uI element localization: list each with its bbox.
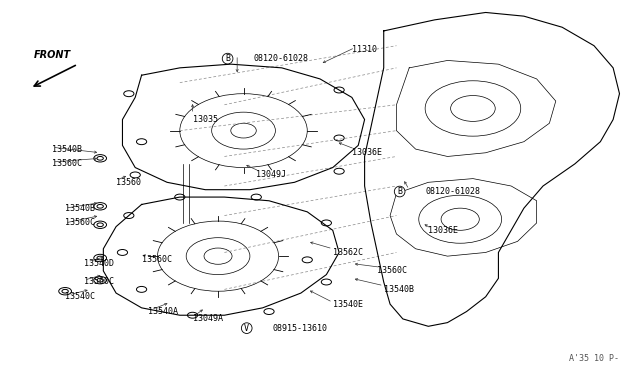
Text: 13035: 13035: [193, 115, 218, 124]
Text: 13540A: 13540A: [148, 307, 178, 316]
Text: 13560: 13560: [116, 178, 141, 187]
Text: 13540B: 13540B: [52, 145, 83, 154]
Text: 13049A: 13049A: [193, 314, 223, 323]
Text: 13560C: 13560C: [141, 255, 172, 264]
Text: 13540B: 13540B: [384, 285, 413, 294]
Text: 13540D: 13540D: [84, 259, 114, 268]
Text: B: B: [225, 54, 230, 63]
Text: 13560C: 13560C: [378, 266, 407, 275]
Text: 08915-13610: 08915-13610: [272, 324, 327, 333]
Text: 13560C: 13560C: [52, 159, 83, 169]
Text: V: V: [244, 324, 249, 333]
Text: 13049J: 13049J: [256, 170, 286, 179]
Text: 08120-61028: 08120-61028: [425, 187, 480, 196]
Text: 13036E: 13036E: [428, 226, 458, 235]
Text: A'35 10 P-: A'35 10 P-: [570, 354, 620, 363]
Text: 08120-61028: 08120-61028: [253, 54, 308, 63]
Text: 13560C: 13560C: [84, 278, 114, 286]
Text: 13540B: 13540B: [65, 203, 95, 213]
Text: B: B: [397, 187, 402, 196]
Text: 13540C: 13540C: [65, 292, 95, 301]
Text: FRONT: FRONT: [34, 51, 71, 61]
Text: 13036E: 13036E: [352, 148, 382, 157]
Text: 13540E: 13540E: [333, 300, 363, 309]
Text: 13560C: 13560C: [65, 218, 95, 227]
Text: 13562C: 13562C: [333, 248, 363, 257]
Text: 11310: 11310: [352, 45, 377, 54]
